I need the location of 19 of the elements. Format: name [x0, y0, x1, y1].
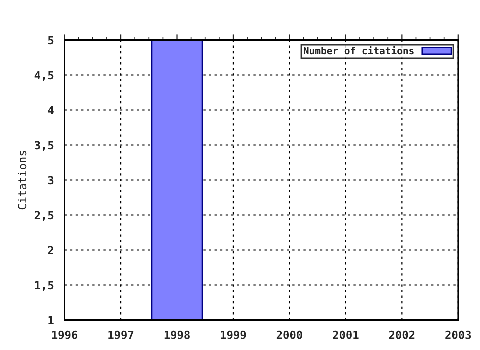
y-tick-label: 5 [48, 36, 54, 45]
y-tick-label: 3 [48, 176, 54, 185]
x-tick-label: 2002 [389, 330, 415, 340]
x-tick-label: 1996 [52, 330, 78, 340]
x-tick-label: 2000 [276, 330, 302, 340]
x-tick-label: 2001 [333, 330, 359, 340]
y-tick-label: 1,5 [35, 281, 54, 292]
y-tick-label: 2 [48, 246, 54, 254]
legend-label: Number of citations [304, 46, 414, 55]
y-tick-label: 4 [48, 106, 54, 114]
y-tick-label: 3,5 [34, 141, 54, 152]
y-tick-label: 4,5 [34, 71, 54, 82]
x-tick-label: 1999 [221, 330, 246, 340]
x-tick-label: 1998 [164, 330, 190, 340]
x-tick-label: 1997 [108, 330, 134, 340]
y-tick-label: 2,5 [34, 211, 54, 222]
y-tick-label: 1 [48, 316, 54, 324]
y-axis-title: Citations [18, 151, 27, 210]
x-tick-label: 2003 [446, 330, 472, 340]
